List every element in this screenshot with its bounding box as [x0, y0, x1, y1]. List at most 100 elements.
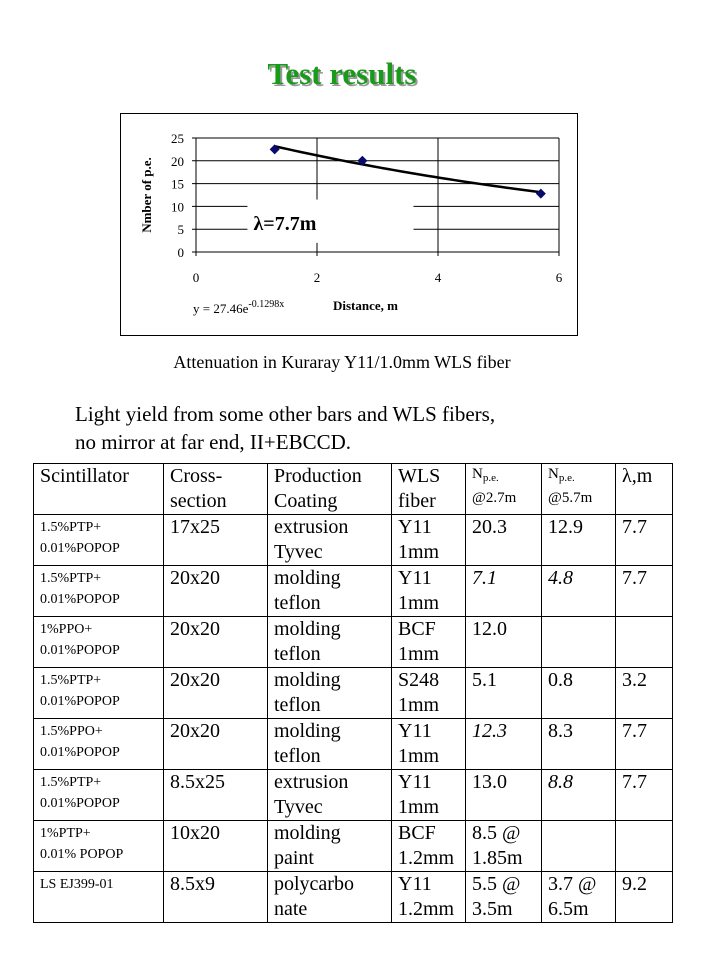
npe-2-7m-cell: 12.3	[465, 718, 542, 770]
cell-line: LS EJ399-01	[40, 877, 114, 892]
table-row: 1.5%PTP+ 0.01%POPOP 20x20 molding teflon S248…	[33, 667, 673, 719]
cell-line: 13.0	[472, 771, 507, 793]
npe-5-7m-cell: 3.7 @ 6.5m	[541, 871, 616, 923]
coating-cell: molding paint	[267, 820, 392, 872]
cell-line: molding	[274, 669, 341, 691]
header-text: @5.7m	[548, 490, 593, 506]
npe-5-7m-cell: 12.9	[541, 514, 616, 566]
annotation-background	[247, 199, 414, 243]
attenuation-chart: 0 5 10 15 20 25 0 2 4 6 λ=7.7m Nmber of p.e. Distanc…	[120, 113, 578, 336]
cell-line: 7.1	[472, 567, 497, 589]
cell-line: Y11	[398, 516, 432, 538]
wls-fiber-cell: BCF 1mm	[391, 616, 466, 668]
y-tick-label: 0	[178, 245, 185, 260]
header-text: WLS	[398, 465, 441, 487]
npe-2-7m-cell: 5.5 @ 3.5m	[465, 871, 542, 923]
coating-cell: extrusion Tyvec	[267, 769, 392, 821]
fit-equation-exponent: -0.1298x	[248, 299, 284, 310]
cross-section-cell: 20x20	[163, 718, 268, 770]
lambda-cell: 7.7	[615, 565, 673, 617]
coating-cell: molding teflon	[267, 718, 392, 770]
data-point	[269, 144, 280, 155]
header-text: Scintillator	[40, 465, 129, 487]
header-text: Coating	[274, 490, 338, 512]
cell-line: molding	[274, 822, 341, 844]
cell-line: Y11	[398, 873, 432, 895]
cell-line: 4.8	[548, 567, 573, 589]
cross-section-cell: 20x20	[163, 565, 268, 617]
lambda-cell: 3.2	[615, 667, 673, 719]
cell-line: paint	[274, 847, 314, 869]
npe-5-7m-cell: 8.3	[541, 718, 616, 770]
scintillator-cell: 1.5%PTP+ 0.01%POPOP	[33, 514, 164, 566]
table-row: 1.5%PTP+ 0.01%POPOP 20x20 molding teflon Y11 1…	[33, 565, 673, 617]
coating-cell: polycarbo nate	[267, 871, 392, 923]
cell-line: 8.8	[548, 771, 573, 793]
chart-caption: Attenuation in Kuraray Y11/1.0mm WLS fib…	[173, 352, 511, 372]
header-cell: Cross-section	[163, 463, 268, 515]
cell-line: BCF	[398, 822, 436, 844]
scintillator-cell: 1.5%PTP+ 0.01%POPOP	[33, 769, 164, 821]
cell-line: 12.0	[472, 618, 507, 640]
cell-line: 0.8	[548, 669, 573, 691]
cell-line: extrusion	[274, 771, 349, 793]
header-cell: WLS fiber	[391, 463, 466, 515]
cell-line: molding	[274, 567, 341, 589]
header-text: @2.7m	[472, 490, 517, 506]
y-tick-label: 20	[171, 154, 184, 169]
cell-line: 0.01%POPOP	[40, 643, 120, 658]
cell-line: 8.3	[548, 720, 573, 742]
cell-line: Y11	[398, 720, 432, 742]
cell-line: 5.1	[472, 669, 497, 691]
wls-fiber-cell: Y11 1.2mm	[391, 871, 466, 923]
cross-section-cell: 20x20	[163, 616, 268, 668]
cell-line: 1.2mm	[398, 898, 455, 920]
table-row: 1%PTP+ 0.01% POPOP 10x20 molding paint BCF 1.2…	[33, 820, 673, 872]
header-subscript: p.e.	[558, 472, 575, 484]
cell-line: 1mm	[398, 745, 440, 767]
header-text: N	[548, 466, 559, 482]
fit-equation: y = 27.46e-0.1298x	[193, 299, 284, 316]
wls-fiber-cell: Y11 1mm	[391, 718, 466, 770]
cell-line: 20.3	[472, 516, 507, 538]
lambda-annotation: λ=7.7m	[253, 213, 316, 235]
cell-line: molding	[274, 720, 341, 742]
cell-line: 3.5m	[472, 898, 513, 920]
header-text: Production	[274, 465, 362, 487]
npe-2-7m-cell: 7.1	[465, 565, 542, 617]
coating-cell: molding teflon	[267, 667, 392, 719]
intro-line: no mirror at far end, II+EBCCD.	[75, 430, 352, 454]
npe-2-7m-cell: 20.3	[465, 514, 542, 566]
lambda-cell	[615, 616, 673, 668]
table-row: 1.5%PTP+ 0.01%POPOP 17x25 extrusion Tyvec Y11…	[33, 514, 673, 566]
cell-line: 0.01% POPOP	[40, 847, 124, 862]
cross-section-cell: 20x20	[163, 667, 268, 719]
lambda-cell	[615, 820, 673, 872]
cross-section-cell: 8.5x25	[163, 769, 268, 821]
cell-line: 0.01%POPOP	[40, 541, 120, 556]
header-cell: Np.e. @5.7m	[541, 463, 616, 515]
scintillator-cell: 1%PPO+ 0.01%POPOP	[33, 616, 164, 668]
coating-cell: molding teflon	[267, 616, 392, 668]
npe-2-7m-cell: 5.1	[465, 667, 542, 719]
npe-5-7m-cell: 8.8	[541, 769, 616, 821]
wls-fiber-cell: S248 1mm	[391, 667, 466, 719]
cell-line: 1mm	[398, 694, 440, 716]
lambda-cell: 9.2	[615, 871, 673, 923]
header-text: fiber	[398, 490, 436, 512]
cell-line: molding	[274, 618, 341, 640]
y-tick-label: 10	[171, 199, 184, 214]
table-header-row: Scintillator Cross-section Production Coati…	[33, 463, 673, 515]
cell-line: 1%PTP+	[40, 826, 91, 841]
table-row: LS EJ399-01 8.5x9 polycarbo nate Y11 1.2mm 5.5…	[33, 871, 673, 923]
y-tick-label: 5	[178, 222, 185, 237]
header-text: section	[170, 490, 227, 512]
x-tick-label: 2	[314, 270, 321, 285]
coating-cell: extrusion Tyvec	[267, 514, 392, 566]
lambda-cell: 7.7	[615, 718, 673, 770]
cell-line: 5.5 @	[472, 873, 521, 895]
header-subscript: p.e.	[482, 472, 499, 484]
coating-cell: molding teflon	[267, 565, 392, 617]
cell-line: 1.5%PTP+	[40, 673, 102, 688]
cell-line: 1.5%PTP+	[40, 775, 102, 790]
